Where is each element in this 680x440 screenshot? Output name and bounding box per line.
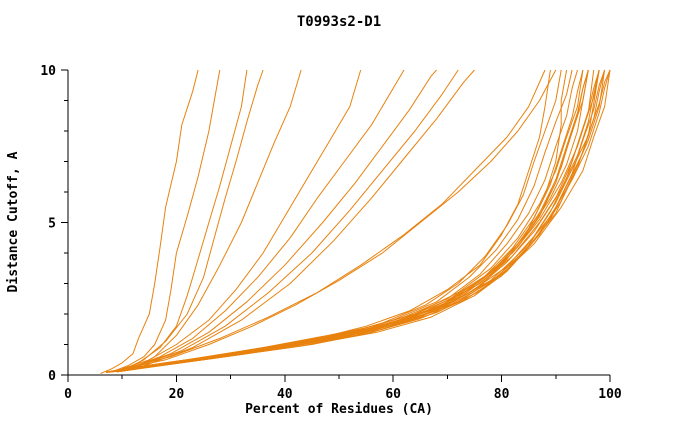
- model-curve: [111, 69, 562, 373]
- model-curve: [111, 69, 221, 373]
- y-axis-label: Distance Cutoff, A: [6, 151, 21, 292]
- x-tick-label: 100: [598, 387, 622, 402]
- curves-group: [100, 69, 611, 374]
- model-curve: [116, 69, 600, 373]
- model-curve: [111, 69, 589, 373]
- model-curve: [132, 69, 302, 370]
- model-curve: [100, 69, 199, 374]
- model-curve: [121, 69, 264, 371]
- model-curve: [127, 69, 589, 370]
- x-tick-label: 60: [385, 387, 401, 402]
- model-curve: [116, 69, 248, 373]
- model-curve: [116, 69, 600, 372]
- y-tick-label: 10: [40, 64, 56, 79]
- y-tick-label: 0: [48, 369, 56, 384]
- model-curve: [116, 69, 557, 371]
- x-tick-label: 80: [494, 387, 510, 402]
- model-curve: [132, 69, 437, 368]
- model-curve: [122, 69, 600, 370]
- x-tick-label: 0: [64, 387, 72, 402]
- y-tick-label: 5: [48, 217, 56, 232]
- x-tick-label: 40: [277, 387, 293, 402]
- x-axis-label: Percent of Residues (CA): [245, 402, 433, 417]
- model-curve: [122, 69, 362, 370]
- model-curve: [105, 69, 551, 373]
- model-curve: [122, 69, 584, 370]
- model-curve: [138, 69, 459, 367]
- axes-group: 0 20 40 60 80 100 0 5 10: [40, 64, 622, 402]
- model-curve: [127, 69, 405, 370]
- model-curve: [138, 69, 611, 368]
- model-curve: [116, 69, 589, 373]
- chart-title: T0993s2-D1: [297, 14, 381, 30]
- model-curve: [143, 69, 475, 367]
- x-tick-label: 20: [169, 387, 185, 402]
- model-curve: [122, 69, 546, 370]
- model-curve: [111, 69, 568, 373]
